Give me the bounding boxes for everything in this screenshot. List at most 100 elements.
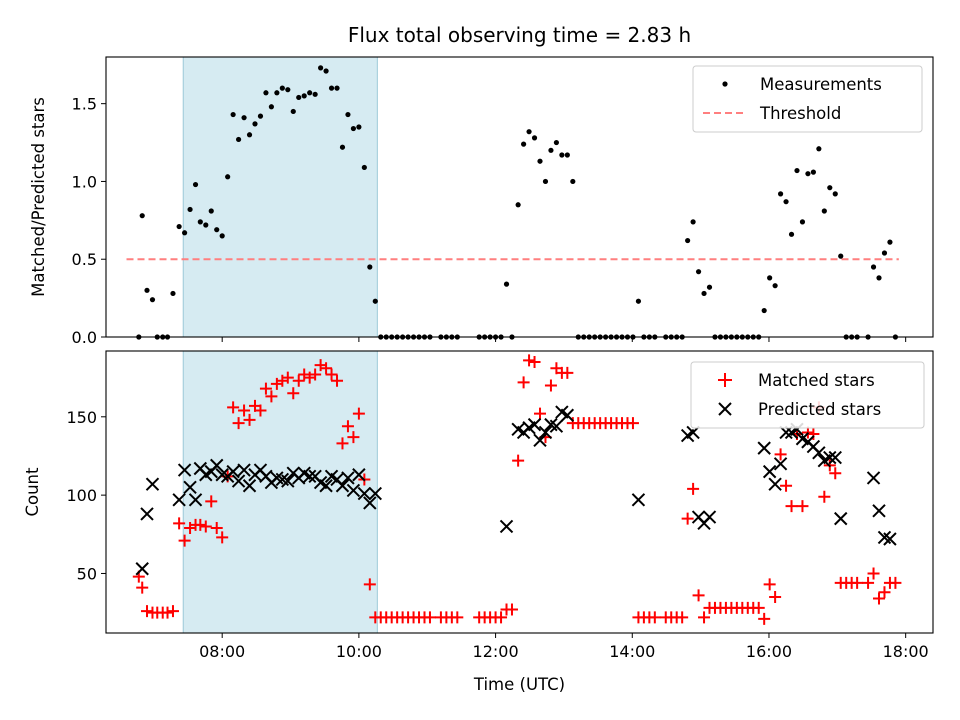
matched-stars-point bbox=[867, 567, 880, 580]
measurement-point bbox=[542, 178, 549, 185]
matched-stars-point bbox=[141, 605, 154, 618]
y-tick-label: 1.5 bbox=[72, 95, 97, 114]
matched-stars-point bbox=[265, 390, 278, 403]
ratio-legend-box bbox=[692, 65, 923, 133]
measurement-point bbox=[783, 199, 789, 205]
matched-stars-point bbox=[363, 578, 376, 591]
predicted-stars-point bbox=[363, 496, 377, 510]
measurement-point bbox=[777, 191, 784, 197]
legend-marker-matched bbox=[718, 373, 732, 387]
measurement-point bbox=[345, 111, 351, 118]
predicted-stars-point bbox=[341, 471, 355, 485]
predicted-stars-point bbox=[762, 464, 777, 479]
predicted-stars-point bbox=[499, 519, 514, 534]
measurement-point bbox=[356, 124, 362, 130]
predicted-stars-point bbox=[237, 463, 251, 477]
x-tick-label: 10:00 bbox=[336, 642, 382, 661]
measurement-point bbox=[192, 181, 199, 188]
matched-stars-point bbox=[676, 611, 689, 624]
predicted-stars-point bbox=[335, 479, 350, 493]
matched-stars-point bbox=[292, 374, 305, 387]
predicted-stars-point bbox=[210, 458, 224, 473]
matched-stars-point bbox=[687, 482, 700, 495]
matched-stars-point bbox=[829, 467, 842, 480]
legend-label-threshold: Threshold bbox=[759, 104, 841, 123]
predicted-stars-point bbox=[527, 417, 542, 432]
predicted-stars-point bbox=[368, 486, 382, 501]
predicted-stars-point bbox=[172, 493, 186, 507]
matched-stars-point bbox=[238, 404, 251, 417]
measurement-point bbox=[285, 87, 291, 93]
matched-stars-point bbox=[178, 534, 191, 547]
measurement-point bbox=[307, 90, 313, 96]
measurement-point bbox=[176, 223, 182, 230]
measurement-point bbox=[144, 287, 150, 293]
measurement-point bbox=[706, 284, 713, 290]
measurement-point bbox=[296, 94, 302, 101]
predicted-stars-point bbox=[177, 463, 192, 477]
predicted-stars-point bbox=[140, 507, 154, 521]
predicted-stars-point bbox=[183, 480, 197, 495]
count-axis-ticks: 50 100 150 08:00 10:00 12:00 14:00 16:00 18:00 bbox=[66, 408, 928, 661]
matched-stars-point bbox=[495, 611, 508, 624]
matched-stars-point bbox=[758, 612, 771, 625]
x-tick-label: 14:00 bbox=[609, 642, 655, 661]
ratio-panel-frame bbox=[105, 56, 934, 338]
matched-stars-point bbox=[347, 431, 360, 444]
measurement-point bbox=[537, 158, 543, 164]
matched-stars-point bbox=[352, 407, 365, 420]
measurement-point bbox=[328, 85, 335, 91]
ratio-legend: Measurements Threshold bbox=[692, 65, 923, 133]
matched-stars-point bbox=[243, 413, 256, 426]
measurement-point bbox=[361, 164, 367, 171]
measurement-point bbox=[268, 104, 274, 110]
predicted-stars-point bbox=[883, 532, 897, 546]
x-tick-label: 18:00 bbox=[883, 642, 929, 661]
measurement-point bbox=[870, 264, 877, 270]
measurement-point bbox=[139, 213, 145, 219]
x-tick-label: 16:00 bbox=[746, 642, 792, 661]
measurement-point bbox=[816, 146, 822, 152]
predicted-stars-point bbox=[631, 493, 646, 507]
measurement-point bbox=[876, 275, 882, 281]
matched-stars-point bbox=[626, 417, 639, 430]
predicted-stars-point bbox=[702, 510, 717, 524]
matched-stars-point bbox=[698, 611, 711, 624]
matched-stars-point bbox=[451, 611, 464, 624]
y-tick-label: 100 bbox=[66, 486, 97, 505]
observing-window-shade bbox=[182, 56, 378, 338]
matched-stars-point bbox=[259, 382, 272, 395]
matched-stars-point bbox=[254, 404, 267, 417]
predicted-stars-point bbox=[242, 479, 257, 493]
measurement-point bbox=[181, 230, 188, 236]
count-panel: 50 100 150 08:00 10:00 12:00 14:00 16:00 18:00 C… bbox=[23, 350, 934, 694]
measurement-point bbox=[170, 290, 176, 297]
matched-stars-point bbox=[227, 401, 240, 414]
measurement-point bbox=[203, 222, 209, 228]
measurement-point bbox=[772, 283, 778, 289]
measurement-point bbox=[301, 93, 307, 99]
predicted-stars-point bbox=[866, 471, 881, 485]
predicted-stars-point bbox=[346, 483, 361, 498]
count-panel-frame bbox=[105, 350, 934, 634]
measurement-point bbox=[503, 281, 510, 287]
matched-stars-point bbox=[769, 590, 782, 603]
matched-stars-point bbox=[216, 531, 229, 544]
measurement-point bbox=[367, 264, 373, 270]
measurement-point bbox=[685, 237, 691, 244]
measurement-point bbox=[274, 90, 280, 96]
predicted-stars-point bbox=[768, 477, 782, 491]
y-tick-label: 0.0 bbox=[72, 328, 97, 347]
measurement-point bbox=[701, 290, 707, 297]
x-axis-label: Time (UTC) bbox=[473, 675, 565, 694]
legend-label-predicted: Predicted stars bbox=[758, 400, 881, 419]
matched-stars-point bbox=[166, 605, 179, 618]
matched-stars-point bbox=[161, 606, 174, 619]
predicted-stars-point bbox=[188, 493, 203, 507]
matched-stars-point bbox=[873, 592, 886, 605]
measurement-point bbox=[788, 231, 795, 237]
measurement-point bbox=[263, 90, 269, 96]
measurement-point bbox=[214, 227, 220, 233]
matched-stars-point bbox=[561, 366, 574, 379]
matched-stars-point bbox=[648, 611, 661, 624]
